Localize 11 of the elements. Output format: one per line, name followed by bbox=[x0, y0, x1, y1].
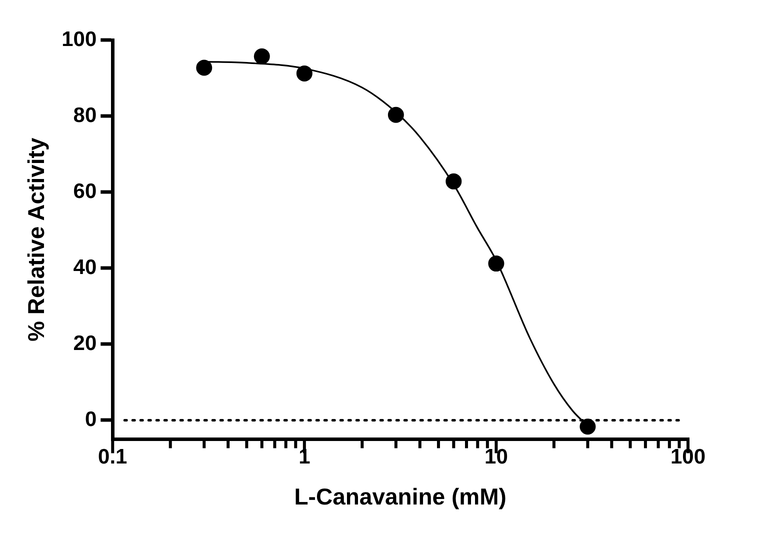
x-tick-label: 0.1 bbox=[98, 446, 128, 469]
y-tick-label: 20 bbox=[73, 332, 97, 355]
y-tick-label: 80 bbox=[73, 104, 97, 127]
y-tick-label: 0 bbox=[84, 408, 97, 431]
x-axis-title: L-Canavanine (mM) bbox=[294, 484, 506, 510]
y-axis-title: % Relative Activity bbox=[23, 138, 50, 342]
x-tick-label: 100 bbox=[670, 446, 706, 469]
x-tick-label: 10 bbox=[484, 446, 508, 469]
y-tick-label: 100 bbox=[62, 28, 97, 51]
y-tick-label: 40 bbox=[73, 256, 97, 279]
y-tick-label: 60 bbox=[73, 180, 97, 203]
